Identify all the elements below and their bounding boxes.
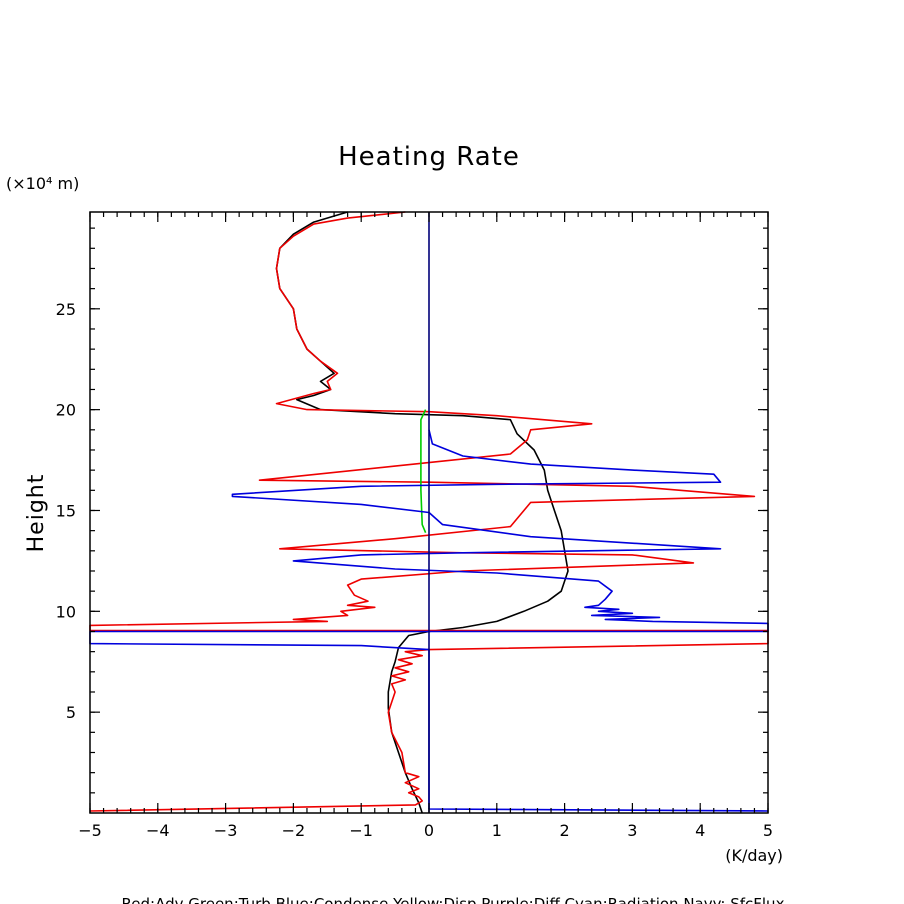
plot-frame xyxy=(89,211,769,814)
y-axis-unit: (×10⁴ m) xyxy=(6,174,79,193)
y-tick-label: 10 xyxy=(56,602,76,621)
x-tick-label: 1 xyxy=(492,821,502,840)
x-axis-unit: (K/day) xyxy=(725,846,783,865)
tick-layer: −5 −4 −3 −2 −1 0 1 2 3 4 5 5 10 15 20 25 xyxy=(56,212,773,840)
y-axis-label: Height xyxy=(24,474,49,553)
series-line-green-turb xyxy=(420,409,427,534)
x-tick-label: −3 xyxy=(214,821,238,840)
x-tick-label: 5 xyxy=(763,821,773,840)
x-tick-label: −5 xyxy=(78,821,102,840)
x-tick-label: 2 xyxy=(560,821,570,840)
legend-text: Red:Adv Green:Turb Blue:Condense Yellow:… xyxy=(122,895,785,904)
x-tick-label: −2 xyxy=(282,821,306,840)
y-tick-label: 20 xyxy=(56,401,76,420)
y-tick-label: 15 xyxy=(56,501,76,520)
x-tick-label: 0 xyxy=(424,821,434,840)
x-tick-label: −4 xyxy=(146,821,170,840)
series-layer xyxy=(89,211,769,814)
y-tick-label: 5 xyxy=(66,703,76,722)
x-tick-label: 3 xyxy=(627,821,637,840)
series-line-red-adv xyxy=(89,211,769,812)
chart-title: Heating Rate xyxy=(338,142,520,172)
x-tick-label: −1 xyxy=(349,821,373,840)
y-tick-label: 25 xyxy=(56,300,76,319)
x-tick-label: 4 xyxy=(695,821,705,840)
